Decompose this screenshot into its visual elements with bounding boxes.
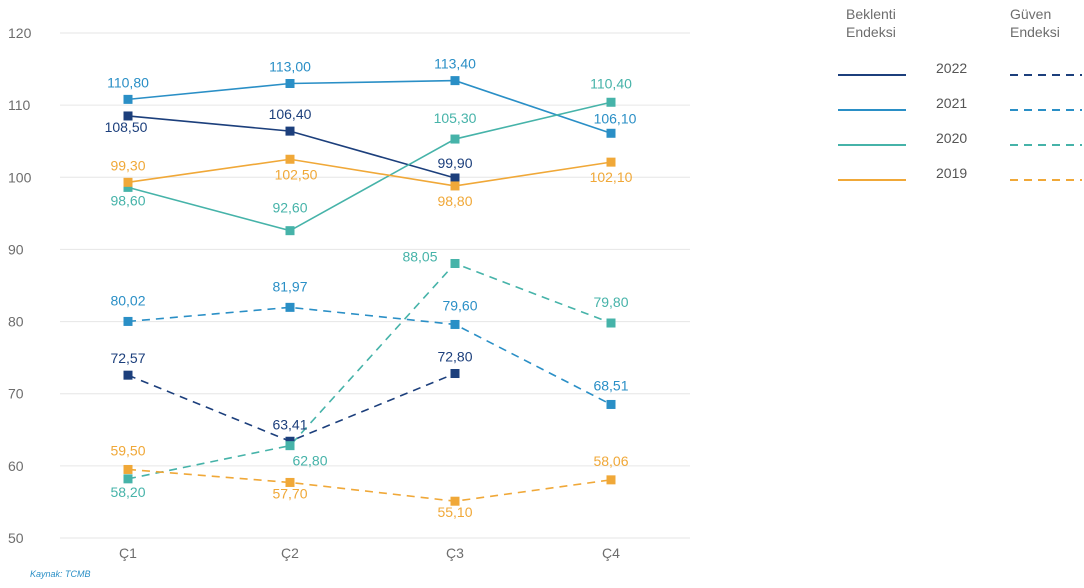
series-line-beklenti-2019 (127, 158, 612, 187)
x-tick-label: Ç1 (119, 545, 137, 561)
data-label-beklenti-2019: 102,10 (590, 169, 633, 185)
marker-guven-2022 (450, 369, 460, 379)
data-label-beklenti-2021: 106,10 (594, 110, 637, 126)
marker-guven-2020 (123, 474, 133, 484)
series-line-guven-2019 (127, 468, 612, 503)
series-line-beklenti-2021 (127, 79, 612, 135)
data-label-beklenti-2020: 92,60 (272, 200, 307, 216)
y-tick-label: 70 (8, 386, 24, 402)
marker-guven-2020 (450, 258, 460, 268)
marker-beklenti-2021 (606, 128, 616, 138)
data-label-beklenti-2020: 98,60 (110, 192, 145, 208)
data-label-guven-2020: 58,20 (110, 484, 145, 500)
y-axis-ticks: 50 60 70 80 90 100 110 120 (8, 25, 32, 546)
data-label-beklenti-2022: 106,40 (269, 106, 312, 122)
marker-guven-2021 (450, 319, 460, 329)
marker-guven-2019 (606, 475, 616, 485)
legend-year-2020: 2020 (936, 130, 967, 146)
marker-guven-2021 (285, 302, 295, 312)
source-note: Kaynak: TCMB (30, 569, 91, 579)
marker-beklenti-2020 (123, 182, 133, 192)
marker-beklenti-2022 (450, 173, 460, 183)
data-label-beklenti-2021: 110,80 (107, 74, 149, 90)
series-lines (127, 79, 612, 503)
legend-year-2022: 2022 (936, 60, 967, 76)
marker-beklenti-2019 (123, 177, 133, 187)
marker-guven-2019 (285, 477, 295, 487)
data-label-guven-2019: 59,50 (110, 442, 145, 458)
legend-year-2021: 2021 (936, 95, 967, 111)
marker-beklenti-2019 (606, 157, 616, 167)
legend: Beklenti Endeksi Güven Endeksi 202220212… (838, 6, 1082, 181)
data-label-guven-2022: 72,57 (110, 350, 145, 366)
marker-guven-2022 (123, 370, 133, 380)
data-label-beklenti-2019: 99,30 (110, 157, 145, 173)
data-label-guven-2021: 68,51 (593, 377, 628, 393)
data-label-beklenti-2021: 113,40 (434, 56, 476, 72)
x-axis-ticks: Ç1 Ç2 Ç3 Ç4 (119, 545, 620, 561)
marker-guven-2021 (123, 316, 133, 326)
y-tick-label: 90 (8, 241, 24, 257)
x-tick-label: Ç2 (281, 545, 299, 561)
series-line-guven-2021 (127, 306, 612, 406)
marker-beklenti-2019 (285, 154, 295, 164)
y-tick-label: 110 (8, 97, 31, 113)
series-line-guven-2020 (127, 262, 612, 480)
y-tick-label: 80 (8, 314, 24, 330)
data-label-beklenti-2019: 102,50 (275, 166, 318, 182)
data-label-guven-2020: 88,05 (402, 248, 437, 264)
series-line-beklenti-2020 (127, 101, 612, 232)
marker-guven-2020 (606, 318, 616, 328)
marker-beklenti-2020 (450, 134, 460, 144)
x-tick-label: Ç4 (602, 545, 620, 561)
marker-beklenti-2020 (606, 97, 616, 107)
marker-beklenti-2020 (285, 226, 295, 236)
data-label-guven-2019: 55,10 (437, 504, 472, 520)
data-label-guven-2019: 57,70 (272, 485, 307, 501)
series-markers (123, 76, 616, 506)
marker-beklenti-2019 (450, 181, 460, 191)
legend-rows: 2022 2021 2020 2019 (838, 60, 1082, 181)
data-label-beklenti-2020: 105,30 (434, 110, 477, 126)
data-labels: 108,50 106,40 99,90 110,80 113,00 113,40 106,1… (105, 56, 637, 521)
data-label-beklenti-2022: 108,50 (105, 119, 148, 135)
y-tick-label: 60 (8, 458, 24, 474)
marker-beklenti-2022 (123, 111, 133, 121)
marker-guven-2021 (606, 399, 616, 409)
legend-header-beklenti-2: Endeksi (846, 24, 896, 40)
data-label-guven-2020: 79,80 (593, 294, 628, 310)
data-label-guven-2021: 79,60 (442, 297, 477, 313)
x-tick-label: Ç3 (446, 545, 464, 561)
data-label-guven-2019: 58,06 (593, 453, 628, 469)
data-label-guven-2021: 81,97 (272, 278, 307, 294)
legend-year-2019: 2019 (936, 165, 967, 181)
marker-beklenti-2021 (123, 94, 133, 104)
data-label-guven-2021: 80,02 (110, 292, 145, 308)
marker-beklenti-2021 (285, 79, 295, 88)
legend-header-guven-1: Güven (1010, 6, 1051, 22)
y-tick-label: 100 (8, 169, 32, 185)
marker-guven-2020 (285, 441, 295, 451)
marker-guven-2019 (450, 496, 460, 506)
marker-beklenti-2022 (285, 126, 295, 136)
data-label-beklenti-2019: 98,80 (437, 193, 472, 209)
data-label-beklenti-2021: 113,00 (269, 59, 311, 75)
legend-header-beklenti-1: Beklenti (846, 6, 896, 22)
y-tick-label: 50 (8, 530, 24, 546)
data-label-guven-2022: 72,80 (437, 349, 472, 365)
y-tick-label: 120 (8, 25, 32, 41)
marker-beklenti-2021 (450, 76, 460, 86)
data-label-guven-2022: 63,41 (272, 416, 307, 432)
data-label-guven-2020: 62,80 (292, 453, 327, 469)
marker-guven-2019 (123, 464, 133, 474)
legend-header-guven-2: Endeksi (1010, 24, 1060, 40)
data-label-beklenti-2020: 110,40 (590, 75, 632, 91)
data-label-beklenti-2022: 99,90 (437, 155, 472, 171)
